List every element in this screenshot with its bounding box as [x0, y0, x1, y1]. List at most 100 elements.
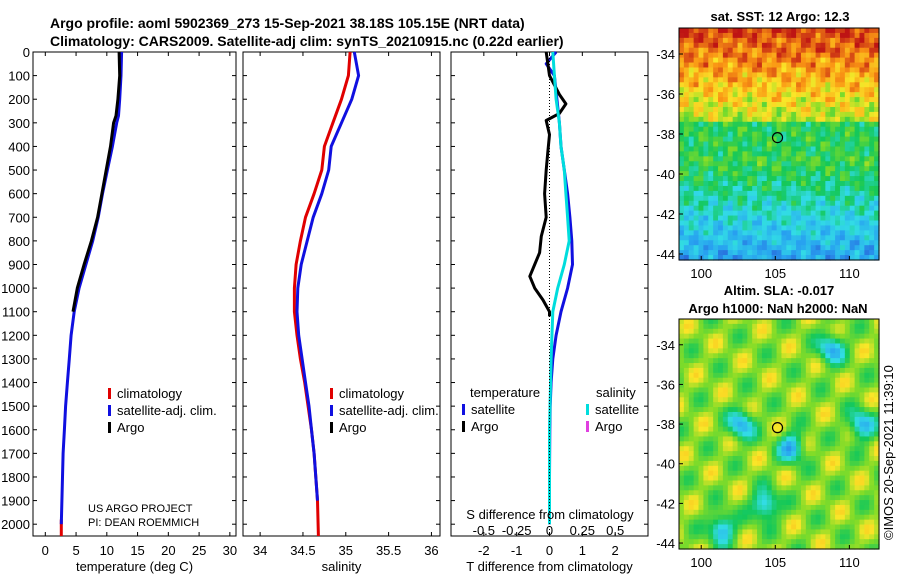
map-cell	[786, 514, 792, 521]
map-cell	[781, 161, 787, 167]
map-cell	[688, 116, 695, 123]
x-tick-label: 1	[579, 543, 586, 558]
map-cell	[679, 524, 685, 531]
map-cell	[737, 136, 744, 143]
map-cell	[874, 382, 880, 389]
map-cell	[781, 377, 787, 384]
map-cell	[693, 111, 700, 118]
map-cell	[693, 92, 700, 98]
map-cell	[703, 205, 709, 212]
map-cell	[683, 42, 690, 49]
map-cell	[781, 382, 787, 389]
map-cell	[727, 161, 734, 167]
map-cell	[683, 52, 690, 59]
map-cell	[771, 185, 778, 192]
map-cell	[742, 495, 748, 501]
map-cell	[737, 255, 744, 261]
map-cell	[713, 210, 719, 217]
map-cell	[693, 121, 700, 128]
map-cell	[761, 28, 768, 34]
map-cell	[766, 544, 773, 550]
map-cell	[732, 333, 739, 340]
map-cell	[825, 42, 831, 49]
map-cell	[718, 343, 724, 349]
map-cell	[864, 343, 870, 349]
map-cell	[815, 495, 822, 501]
map-cell	[844, 230, 851, 236]
map-cell	[859, 176, 865, 182]
map-cell	[825, 151, 831, 157]
map-cell	[869, 230, 875, 236]
map-cell	[820, 141, 826, 148]
map-cell	[737, 343, 744, 349]
map-cell	[737, 126, 744, 133]
map-cell	[815, 436, 822, 442]
map-cell	[771, 126, 778, 133]
map-cell	[820, 185, 826, 192]
map-cell	[781, 97, 787, 103]
map-cell	[742, 514, 748, 521]
map-cell	[859, 230, 865, 236]
map-cell	[757, 421, 763, 428]
map-cell	[703, 220, 709, 227]
map-cell	[679, 456, 685, 462]
map-cell	[805, 338, 812, 345]
map-cell	[815, 407, 822, 413]
map-cell	[791, 392, 797, 398]
map-cell	[781, 372, 787, 379]
map-cell	[796, 102, 802, 108]
map-cell	[805, 106, 812, 113]
map-cell	[800, 47, 807, 54]
map-cell	[752, 402, 758, 408]
map-cell	[761, 436, 768, 442]
map-cell	[796, 485, 802, 491]
map-cell	[864, 451, 870, 457]
map-cell	[869, 72, 875, 78]
map-cell	[742, 82, 748, 88]
map-cell	[766, 319, 773, 325]
map-cell	[849, 436, 856, 442]
map-cell	[849, 32, 856, 39]
map-cell	[849, 97, 856, 103]
map-cell	[757, 426, 763, 433]
map-cell	[854, 245, 861, 251]
map-cell	[776, 544, 783, 550]
map-cell	[786, 181, 792, 187]
map-cell	[800, 205, 807, 212]
map-cell	[742, 534, 748, 540]
map-cell	[771, 210, 778, 217]
map-cell	[810, 407, 817, 413]
map-cell	[708, 225, 714, 231]
map-cell	[722, 82, 729, 88]
map-cell	[830, 97, 836, 103]
map-cell	[835, 210, 841, 217]
map-cell	[859, 490, 865, 496]
map-cell	[791, 166, 797, 172]
map-cell	[766, 416, 773, 423]
map-cell	[713, 407, 719, 413]
map-cell	[869, 436, 875, 442]
map-cell	[722, 509, 729, 516]
map-cell	[713, 171, 719, 177]
map-cell	[688, 402, 695, 408]
map-cell	[679, 52, 685, 59]
map-cell	[747, 509, 753, 516]
map-cell	[869, 215, 875, 222]
map-cell	[786, 441, 792, 447]
map-cell	[683, 416, 690, 423]
map-cell	[703, 490, 709, 496]
map-cell	[800, 102, 807, 108]
map-cell	[859, 126, 865, 133]
map-cell	[844, 490, 851, 496]
map-cell	[708, 176, 714, 182]
map-cell	[791, 62, 797, 69]
map-cell	[747, 166, 753, 172]
map-cell	[854, 495, 861, 501]
map-cell	[747, 42, 753, 49]
map-cell	[737, 37, 744, 44]
map-cell	[693, 52, 700, 59]
map-cell	[781, 106, 787, 113]
map-cell	[825, 92, 831, 98]
map-cell	[854, 171, 861, 177]
map-cell	[859, 485, 865, 491]
